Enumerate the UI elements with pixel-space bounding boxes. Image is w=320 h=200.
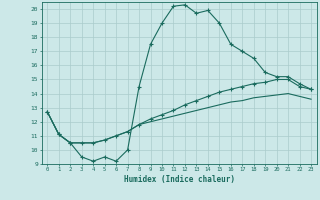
X-axis label: Humidex (Indice chaleur): Humidex (Indice chaleur)	[124, 175, 235, 184]
